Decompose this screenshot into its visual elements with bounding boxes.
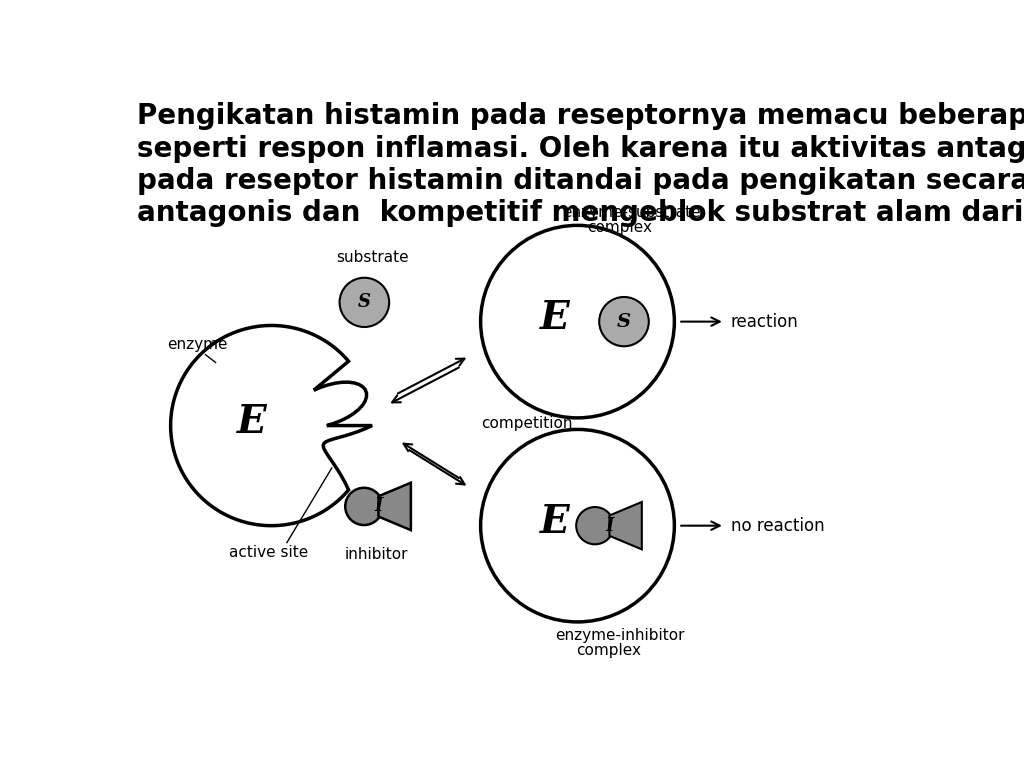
Text: inhibitor: inhibitor [344, 547, 408, 561]
Polygon shape [609, 502, 642, 549]
Polygon shape [171, 326, 372, 525]
Circle shape [599, 297, 649, 346]
Text: E: E [238, 402, 267, 441]
Text: S: S [616, 313, 631, 330]
Text: no reaction: no reaction [731, 517, 824, 535]
Text: seperti respon inflamasi. Oleh karena itu aktivitas antagonistik: seperti respon inflamasi. Oleh karena it… [137, 134, 1024, 163]
Text: complex: complex [588, 220, 652, 235]
Circle shape [345, 488, 383, 525]
Text: enzyme: enzyme [167, 337, 227, 353]
Text: E: E [540, 503, 569, 541]
Text: substrate: substrate [336, 250, 409, 265]
Text: S: S [357, 293, 371, 311]
Text: complex: complex [575, 643, 641, 658]
Circle shape [480, 429, 675, 622]
Text: competition: competition [480, 415, 572, 431]
Circle shape [340, 278, 389, 327]
Text: Pengikatan histamin pada reseptornya memacu beberapa aksi: Pengikatan histamin pada reseptornya mem… [137, 102, 1024, 130]
Circle shape [577, 507, 613, 545]
Text: active site: active site [228, 545, 308, 560]
Text: pada reseptor histamin ditandai pada pengikatan secara: pada reseptor histamin ditandai pada pen… [137, 167, 1024, 195]
Text: E: E [540, 299, 569, 337]
Text: reaction: reaction [731, 313, 799, 330]
Text: antagonis dan  kompetitif mengeblok substrat alam dari ikatan.: antagonis dan kompetitif mengeblok subst… [137, 199, 1024, 227]
Text: I: I [375, 498, 383, 515]
Text: I: I [606, 517, 614, 535]
Text: enzyme-inhibitor: enzyme-inhibitor [555, 627, 685, 643]
Circle shape [480, 225, 675, 418]
Polygon shape [379, 483, 411, 530]
Text: enzyme-substrate: enzyme-substrate [562, 205, 701, 220]
